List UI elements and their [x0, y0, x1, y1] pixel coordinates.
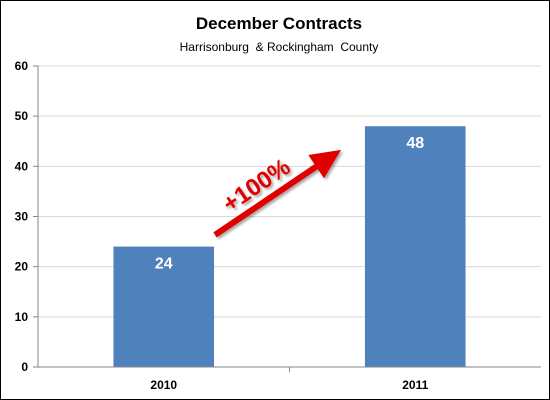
- x-tick-label: 2011: [402, 378, 428, 392]
- y-tick-label: 50: [15, 109, 29, 123]
- y-tick-label: 40: [15, 159, 29, 173]
- data-label-2010: 24: [155, 256, 173, 273]
- data-label-2011: 48: [406, 135, 424, 152]
- y-tick-label: 60: [15, 59, 29, 73]
- x-axis-tick-labels: 2010 2011: [150, 367, 429, 392]
- bar-2010: [113, 246, 215, 367]
- growth-arrow-head: [308, 149, 342, 179]
- y-tick-label: 30: [15, 210, 29, 224]
- y-axis-tick-labels: 0 10 20 30 40 50 60: [15, 59, 38, 374]
- bar-2011: [364, 126, 466, 367]
- growth-arrow-shaft: [213, 161, 322, 238]
- y-tick-label: 10: [15, 310, 29, 324]
- y-tick-label: 20: [15, 260, 29, 274]
- growth-annotation: +100%: [213, 149, 342, 238]
- chart-title: December Contracts: [196, 14, 362, 33]
- y-tick-label: 0: [21, 360, 28, 374]
- axes: [33, 66, 541, 368]
- bars: 24 48: [113, 126, 466, 367]
- chart-subtitle: Harrisonburg & Rockingham County: [180, 40, 379, 54]
- x-tick-label: 2010: [150, 378, 177, 392]
